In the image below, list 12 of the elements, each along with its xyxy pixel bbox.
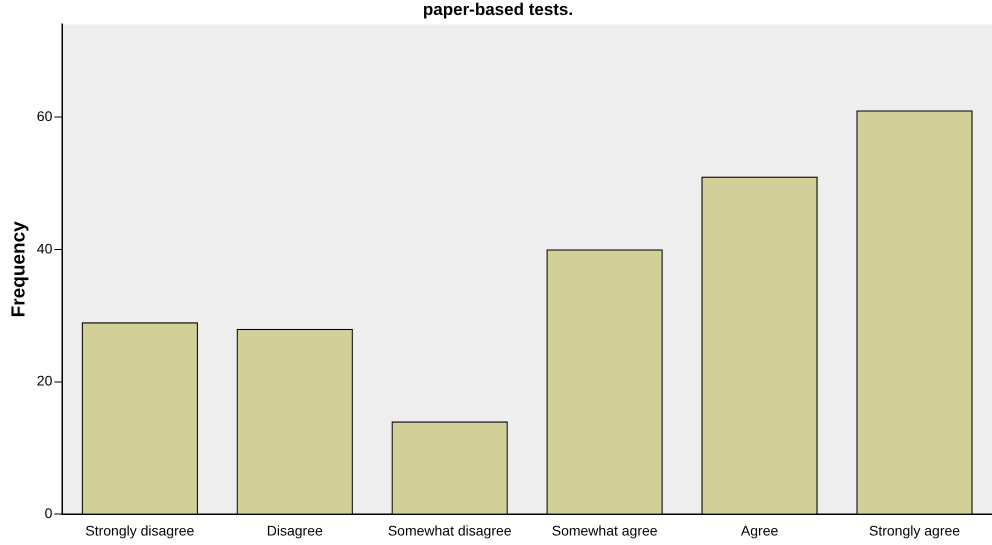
x-tick-label: Strongly disagree [85, 522, 195, 538]
x-tick-label: Strongly agree [869, 522, 960, 538]
y-tick-label: 40 [36, 240, 53, 256]
x-tick-label: Somewhat disagree [388, 522, 512, 538]
x-tick-label: Somewhat agree [552, 522, 658, 538]
chart-title: paper-based tests. [422, 0, 574, 19]
y-tick-label: 0 [44, 505, 53, 522]
x-tick-label: Disagree [266, 522, 324, 538]
y-tick-label: 20 [36, 372, 53, 389]
y-axis-title: Frequency [8, 220, 30, 318]
y-tick-label: 60 [36, 108, 53, 124]
x-tick-label: Agree [740, 522, 778, 538]
